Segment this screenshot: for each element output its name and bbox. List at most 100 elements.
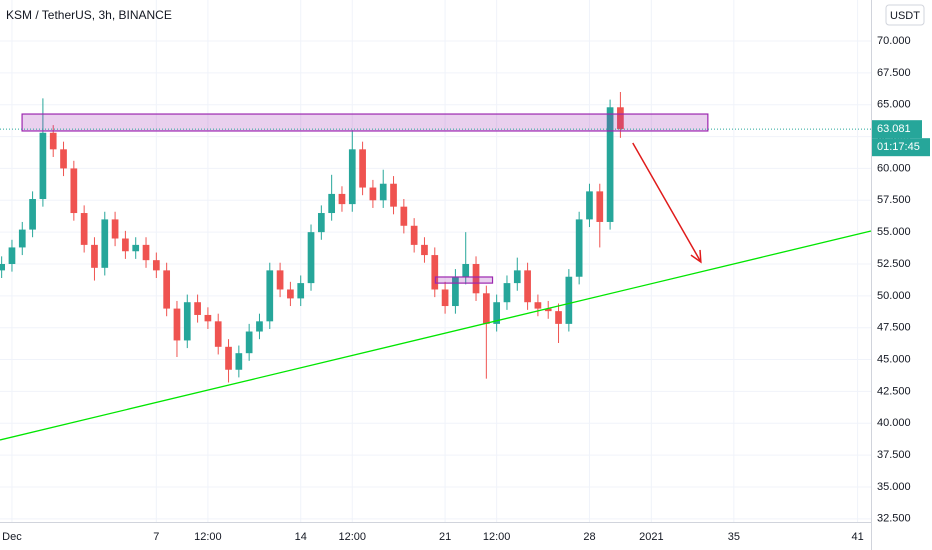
candle-body [132,244,140,252]
candle-body [421,244,428,256]
candle-body [101,219,109,268]
plot [0,91,872,441]
candle-body [245,331,253,354]
candle-body [225,346,232,370]
candle-body [472,263,480,294]
candle-body [359,149,366,188]
candle-body [441,289,449,307]
candle-body [503,283,511,303]
candle-body [18,229,26,248]
x-tick-label: 28 [583,531,595,543]
candle-body [575,219,583,277]
zone [21,113,709,132]
candle-body [617,107,624,130]
candle-body [317,213,325,233]
candle-body [173,308,181,341]
candle-body [91,244,98,268]
y-tick-label: 32.500 [877,513,911,525]
y-tick-label: 70.000 [877,35,911,47]
x-tick-label: 12:00 [339,531,367,543]
candle-body [379,183,387,201]
candle-body [152,260,160,271]
candle-body [142,244,150,261]
arrow [632,142,702,263]
candle-body [307,232,315,284]
countdown-label: 01:17:45 [877,141,920,153]
candle-body [214,321,222,347]
x-tick-label: 12:00 [194,531,222,543]
candle-body [338,193,346,205]
y-tick-label: 47.500 [877,322,911,334]
y-tick-label: 50.000 [877,290,911,302]
y-tick-label: 60.000 [877,162,911,174]
y-tick-label: 40.000 [877,417,911,429]
candle-body [328,193,336,214]
zone [434,276,494,284]
candle-body [297,283,305,299]
candle-body [111,219,119,239]
x-tick-label: 7 [153,531,159,543]
x-tick-label: 2021 [639,531,663,543]
candle-body [524,270,531,303]
candle-body [287,289,294,299]
candle-body [29,199,36,230]
candle-body [390,183,397,207]
last-price-box [872,120,922,139]
y-tick-label: 45.000 [877,353,911,365]
x-tick-label: Dec [2,531,22,543]
candle-body [462,263,470,277]
candle-body [204,314,212,322]
candle-body [80,213,88,245]
x-tick-label: 41 [851,531,863,543]
y-tick-label: 52.500 [877,258,911,270]
candle-body [235,353,243,370]
candle-body [39,132,47,200]
last-price-label: 63.081 [877,123,911,135]
candle-body [431,255,439,290]
candle-body [369,187,377,201]
candle-body [122,238,129,252]
y-tick-label: 57.500 [877,194,911,206]
candle-body [452,276,459,307]
candle-body [555,311,562,324]
currency-button[interactable] [885,4,925,26]
candle-body [606,107,614,222]
candle-body [534,302,542,309]
candle-body [586,191,593,220]
y-tick-label: 67.500 [877,67,911,79]
candle-body [8,247,16,264]
x-tick-label: 14 [295,531,307,543]
y-tick-label: 55.000 [877,226,911,238]
y-tick-label: 35.000 [877,481,911,493]
candle-body [266,270,274,322]
candle-body [276,270,284,290]
candle-body [544,308,552,312]
y-tick-label: 65.000 [877,99,911,111]
candle-body [70,168,78,214]
candle-body [513,270,521,284]
candle-body [60,149,67,169]
candle-body [596,191,604,222]
candle-body [256,321,263,332]
candle-body [493,302,501,324]
candle-body [348,149,356,205]
x-tick-label: 35 [728,531,740,543]
axes: 32.500 35.000 37.500 40.000 42.500 45.000 47.5… [2,35,930,543]
x-tick-label: 21 [439,531,451,543]
y-tick-label: 42.500 [877,385,911,397]
candle-body [183,302,191,341]
candle-body [400,206,408,226]
chart-title: KSM / TetherUS, 3h, BINANCE [6,8,172,22]
candle-body [410,225,418,245]
candle-body [163,270,171,309]
y-tick-label: 37.500 [877,449,911,461]
candle-body [194,302,201,315]
candle-body [482,293,490,324]
x-tick-label: 12:00 [483,531,511,543]
candle-body [0,263,6,271]
trend-line [0,230,872,441]
candle-body [565,276,573,324]
currency-label[interactable]: USDT [890,10,920,22]
arrow-head [690,249,702,264]
